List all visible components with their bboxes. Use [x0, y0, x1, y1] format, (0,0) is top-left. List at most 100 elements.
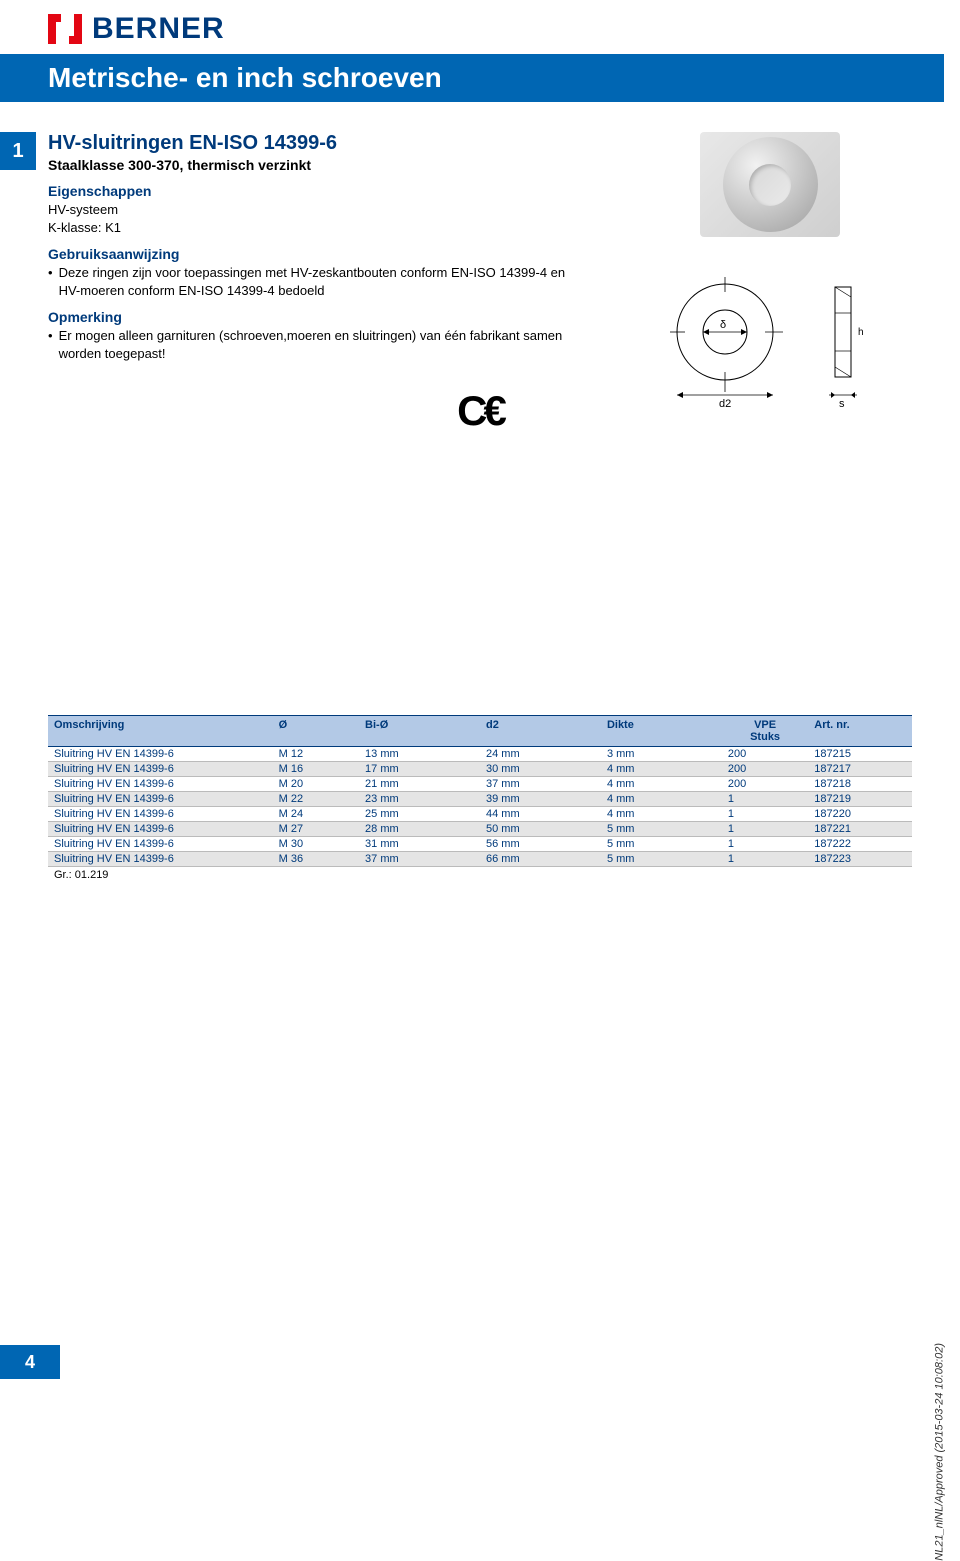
table-cell: 187221 — [808, 822, 912, 837]
table-cell: 56 mm — [480, 837, 601, 852]
table-cell: 25 mm — [359, 807, 480, 822]
table-cell: 28 mm — [359, 822, 480, 837]
page-title: Metrische- en inch schroeven — [0, 54, 944, 102]
approval-stamp: NL21_nlNL/Approved (2015-03-24 10:08:02) — [934, 1343, 946, 1561]
table-cell: 1 — [722, 837, 808, 852]
table-cell: 1 — [722, 852, 808, 867]
page-number: 4 — [0, 1345, 60, 1379]
product-photo — [700, 132, 840, 237]
table-cell: 44 mm — [480, 807, 601, 822]
table-cell: 50 mm — [480, 822, 601, 837]
table-cell: M 30 — [273, 837, 359, 852]
table-cell: M 24 — [273, 807, 359, 822]
table-row: Sluitring HV EN 14399-6M 2223 mm39 mm4 m… — [48, 792, 912, 807]
table-cell: 187219 — [808, 792, 912, 807]
table-cell: Sluitring HV EN 14399-6 — [48, 837, 273, 852]
brand-logo: BERNER — [0, 0, 960, 54]
table-cell: M 27 — [273, 822, 359, 837]
technical-diagram: δ d2 h s — [665, 277, 875, 407]
eigenschappen-line: K-klasse: K1 — [48, 219, 568, 237]
table-cell: 4 mm — [601, 777, 722, 792]
section-title-gebruik: Gebruiksaanwijzing — [48, 246, 568, 262]
logo-mark-icon — [48, 14, 82, 44]
table-cell: 187217 — [808, 762, 912, 777]
table-cell: Sluitring HV EN 14399-6 — [48, 747, 273, 762]
table-cell: 187223 — [808, 852, 912, 867]
product-heading: HV-sluitringen EN-ISO 14399-6 — [48, 132, 568, 155]
table-cell: 13 mm — [359, 747, 480, 762]
table-row: Sluitring HV EN 14399-6M 1617 mm30 mm4 m… — [48, 762, 912, 777]
washer-top-view-icon: δ d2 — [665, 277, 795, 407]
table-cell: Sluitring HV EN 14399-6 — [48, 852, 273, 867]
table-cell: 37 mm — [480, 777, 601, 792]
table-cell: 187222 — [808, 837, 912, 852]
table-row: Sluitring HV EN 14399-6M 1213 mm24 mm3 m… — [48, 747, 912, 762]
product-table: OmschrijvingØBi-Ød2DikteVPEStuksArt. nr.… — [48, 715, 912, 867]
table-cell: 24 mm — [480, 747, 601, 762]
table-cell: Sluitring HV EN 14399-6 — [48, 807, 273, 822]
table-footnote: Gr.: 01.219 — [48, 867, 912, 883]
table-cell: 39 mm — [480, 792, 601, 807]
table-cell: 23 mm — [359, 792, 480, 807]
table-row: Sluitring HV EN 14399-6M 2425 mm44 mm4 m… — [48, 807, 912, 822]
table-cell: 30 mm — [480, 762, 601, 777]
table-header-cell: VPEStuks — [722, 716, 808, 747]
table-header-cell: Art. nr. — [808, 716, 912, 747]
table-cell: 187220 — [808, 807, 912, 822]
opmerking-text: Er mogen alleen garnituren (schroeven,mo… — [59, 327, 568, 362]
brand-name: BERNER — [92, 12, 225, 46]
table-header-cell: Dikte — [601, 716, 722, 747]
gebruik-text: Deze ringen zijn voor toepassingen met H… — [59, 264, 568, 299]
table-cell: M 20 — [273, 777, 359, 792]
section-title-opmerking: Opmerking — [48, 309, 568, 325]
table-header-cell: d2 — [480, 716, 601, 747]
table-cell: Sluitring HV EN 14399-6 — [48, 792, 273, 807]
table-cell: 4 mm — [601, 792, 722, 807]
table-cell: 37 mm — [359, 852, 480, 867]
table-header-cell: Ø — [273, 716, 359, 747]
table-cell: 66 mm — [480, 852, 601, 867]
table-cell: 187218 — [808, 777, 912, 792]
section-title-eigenschappen: Eigenschappen — [48, 183, 568, 199]
svg-text:d2: d2 — [719, 398, 731, 407]
table-row: Sluitring HV EN 14399-6M 3031 mm56 mm5 m… — [48, 837, 912, 852]
table-row: Sluitring HV EN 14399-6M 3637 mm66 mm5 m… — [48, 852, 912, 867]
product-subheading: Staalklasse 300-370, thermisch verzinkt — [48, 157, 568, 173]
table-body: Sluitring HV EN 14399-6M 1213 mm24 mm3 m… — [48, 747, 912, 867]
table-cell: 21 mm — [359, 777, 480, 792]
description-column: HV-sluitringen EN-ISO 14399-6 Staalklass… — [48, 132, 568, 362]
table-cell: 4 mm — [601, 807, 722, 822]
image-column: δ d2 h s — [640, 132, 900, 407]
table-cell: 31 mm — [359, 837, 480, 852]
eigenschappen-line: HV-systeem — [48, 201, 568, 219]
table-cell: M 22 — [273, 792, 359, 807]
gebruik-bullet: Deze ringen zijn voor toepassingen met H… — [48, 264, 568, 299]
table-row: Sluitring HV EN 14399-6M 2021 mm37 mm4 m… — [48, 777, 912, 792]
table-cell: Sluitring HV EN 14399-6 — [48, 762, 273, 777]
table-cell: 1 — [722, 807, 808, 822]
table-cell: 1 — [722, 822, 808, 837]
table-head: OmschrijvingØBi-Ød2DikteVPEStuksArt. nr. — [48, 716, 912, 747]
eigenschappen-body: HV-systeem K-klasse: K1 — [48, 201, 568, 236]
table-cell: M 16 — [273, 762, 359, 777]
table-cell: 200 — [722, 777, 808, 792]
opmerking-bullet: Er mogen alleen garnituren (schroeven,mo… — [48, 327, 568, 362]
table-cell: 200 — [722, 762, 808, 777]
table-cell: Sluitring HV EN 14399-6 — [48, 777, 273, 792]
table-cell: 4 mm — [601, 762, 722, 777]
table-cell: 3 mm — [601, 747, 722, 762]
table-cell: 187215 — [808, 747, 912, 762]
table-row: Sluitring HV EN 14399-6M 2728 mm50 mm5 m… — [48, 822, 912, 837]
svg-text:δ: δ — [720, 319, 726, 331]
table-header-cell: Omschrijving — [48, 716, 273, 747]
table-header-cell: Bi-Ø — [359, 716, 480, 747]
table-cell: 17 mm — [359, 762, 480, 777]
table-cell: 200 — [722, 747, 808, 762]
svg-text:s: s — [839, 398, 845, 407]
washer-side-view-icon: h s — [825, 277, 875, 407]
table-cell: 1 — [722, 792, 808, 807]
table-cell: 5 mm — [601, 822, 722, 837]
section-number-tab: 1 — [0, 132, 36, 170]
product-table-wrap: OmschrijvingØBi-Ød2DikteVPEStuksArt. nr.… — [0, 715, 960, 883]
table-cell: M 12 — [273, 747, 359, 762]
